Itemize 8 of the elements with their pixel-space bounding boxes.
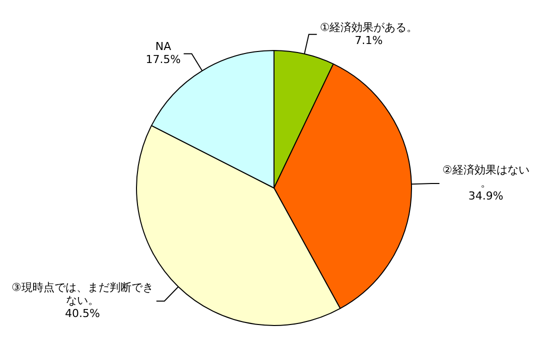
slice-label: NA — [155, 40, 172, 54]
data-label: 7.1% — [354, 34, 383, 47]
data-label: 17.5% — [146, 53, 181, 66]
data-label: 40.5% — [64, 306, 100, 320]
slice-label: ②経済効果はない。 — [442, 163, 530, 190]
slice-label: ①経済効果がある。 — [320, 20, 418, 34]
data-label: 34.9% — [468, 189, 504, 202]
slice-label: ③現時点では、まだ判断できない。 — [12, 280, 154, 307]
